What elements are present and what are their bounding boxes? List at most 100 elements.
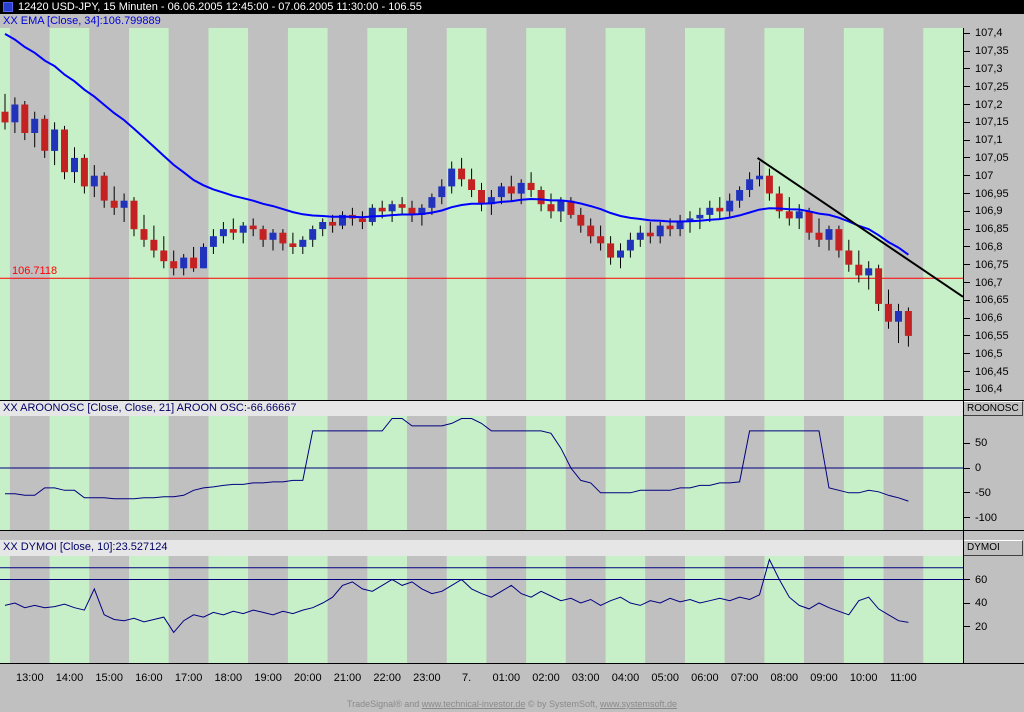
axis-label: 106,5 — [975, 347, 1003, 360]
candle-up — [339, 214, 346, 226]
hour-stripe — [645, 28, 686, 400]
hour-stripe — [208, 556, 249, 663]
time-axis-label: 17:00 — [174, 672, 203, 684]
hour-stripe — [248, 416, 288, 530]
candle-down — [378, 207, 386, 212]
candle-down — [845, 250, 853, 265]
price-axis[interactable]: 107,4 107,35 107,3 107,25 107,2 107,15 107,1 10… — [963, 27, 1024, 400]
price-chart-canvas[interactable] — [0, 28, 963, 400]
hour-stripe — [565, 416, 606, 530]
candle-up — [428, 197, 436, 208]
axis-tick — [964, 228, 970, 230]
axis-label: 106,75 — [975, 258, 1009, 271]
hour-stripe — [526, 556, 566, 663]
candle-down — [775, 193, 783, 212]
hour-stripe — [526, 416, 566, 530]
axis-tick — [964, 104, 970, 106]
time-axis-label: 23:00 — [413, 672, 441, 684]
candle-up — [239, 225, 247, 233]
aroon-indicator-row: XX AROONOSC [Close, Close, 21] AROON OSC… — [0, 401, 963, 416]
dymoi-chart-canvas[interactable] — [0, 556, 963, 663]
axis-tick — [964, 68, 970, 70]
candle-up — [180, 257, 188, 269]
axis-label: 107 — [975, 169, 994, 182]
hour-stripe — [129, 416, 169, 530]
candle-up — [71, 157, 78, 173]
hour-stripe — [685, 556, 725, 663]
time-axis-label: 09:00 — [810, 672, 838, 684]
hour-stripe — [486, 28, 527, 400]
ema-indicator-label[interactable]: XX EMA [Close, 34]:106.799889 — [3, 15, 161, 27]
axis-label: 106,4 — [975, 383, 1003, 396]
title-bar[interactable]: 12420 USD-JPY, 15 Minuten - 06.06.2005 1… — [0, 0, 1024, 14]
systemsoft-link[interactable]: www.systemsoft.de — [600, 699, 678, 709]
aroon-panel-badge[interactable]: ROONOSC — [963, 401, 1023, 416]
hour-stripe — [804, 416, 844, 530]
axis-tick — [964, 121, 970, 123]
time-axis-label: 01:00 — [492, 672, 521, 684]
hour-stripe — [287, 416, 328, 530]
candle-down — [150, 239, 158, 251]
time-axis-label: 02:00 — [532, 672, 560, 684]
dymoi-indicator-label[interactable]: XX DYMOI [Close, 10]:23.527124 — [3, 541, 168, 553]
axis-tick — [964, 50, 970, 52]
status-bar: TradeSignal® and www.technical-investor.… — [0, 699, 1024, 709]
candle-up — [736, 190, 744, 201]
aroon-indicator-label[interactable]: XX AROONOSC [Close, Close, 21] AROON OSC… — [3, 402, 297, 414]
axis-tick — [964, 157, 970, 159]
hour-stripe — [685, 416, 725, 530]
dymoi-panel-badge[interactable]: DYMOI — [963, 540, 1023, 556]
hour-stripe — [923, 416, 963, 530]
candle-up — [51, 129, 59, 151]
axis-label: 107,4 — [975, 27, 1003, 40]
axis-tick — [964, 388, 970, 390]
hour-stripe — [565, 556, 606, 663]
time-axis-label: 15:00 — [95, 672, 123, 684]
candle-down — [666, 225, 674, 230]
hour-stripe — [0, 556, 10, 663]
candle-up — [299, 239, 307, 247]
axis-label: 106,45 — [975, 365, 1009, 378]
axis-tick — [964, 517, 970, 519]
candle-up — [706, 207, 714, 215]
axis-label: 50 — [975, 437, 988, 450]
axis-label: 40 — [975, 597, 988, 610]
candle-up — [676, 222, 684, 230]
axis-tick — [964, 246, 970, 248]
time-axis-label: 03:00 — [571, 672, 600, 684]
candle-up — [517, 182, 525, 194]
hour-stripe — [89, 556, 130, 663]
candle-up — [31, 118, 39, 133]
time-axis[interactable]: 13:00 14:00 15:00 16:00 17:00 18:00 19:00 20:00… — [0, 664, 963, 694]
axis-tick — [964, 210, 970, 212]
axis-tick — [964, 335, 970, 337]
candle-up — [219, 229, 227, 237]
axis-tick — [964, 579, 970, 581]
candle-up — [319, 222, 327, 230]
aroon-chart-canvas[interactable] — [0, 416, 963, 530]
axis-tick — [964, 299, 970, 301]
time-axis-label: 05:00 — [651, 672, 679, 684]
axis-label: 106,65 — [975, 294, 1009, 307]
hour-stripe — [724, 416, 765, 530]
aroon-osc-line — [5, 418, 909, 502]
hour-stripe — [248, 556, 288, 663]
candle-down — [1, 111, 9, 123]
candle-up — [895, 311, 902, 322]
candle-up — [726, 200, 734, 212]
time-axis-label: 7. — [462, 672, 472, 684]
hour-stripe — [843, 28, 884, 400]
hour-stripe — [367, 556, 408, 663]
hour-stripe — [605, 416, 646, 530]
candle-down — [100, 175, 108, 201]
app-icon — [3, 2, 13, 12]
candle-up — [90, 175, 98, 187]
technical-investor-link[interactable]: www.technical-investor.de — [421, 699, 526, 709]
axis-label: 107,25 — [975, 80, 1009, 93]
candle-down — [289, 243, 297, 247]
axis-label: 107,15 — [975, 116, 1009, 129]
candle-down — [547, 204, 555, 212]
candle-down — [130, 200, 138, 230]
candle-up — [497, 186, 505, 198]
